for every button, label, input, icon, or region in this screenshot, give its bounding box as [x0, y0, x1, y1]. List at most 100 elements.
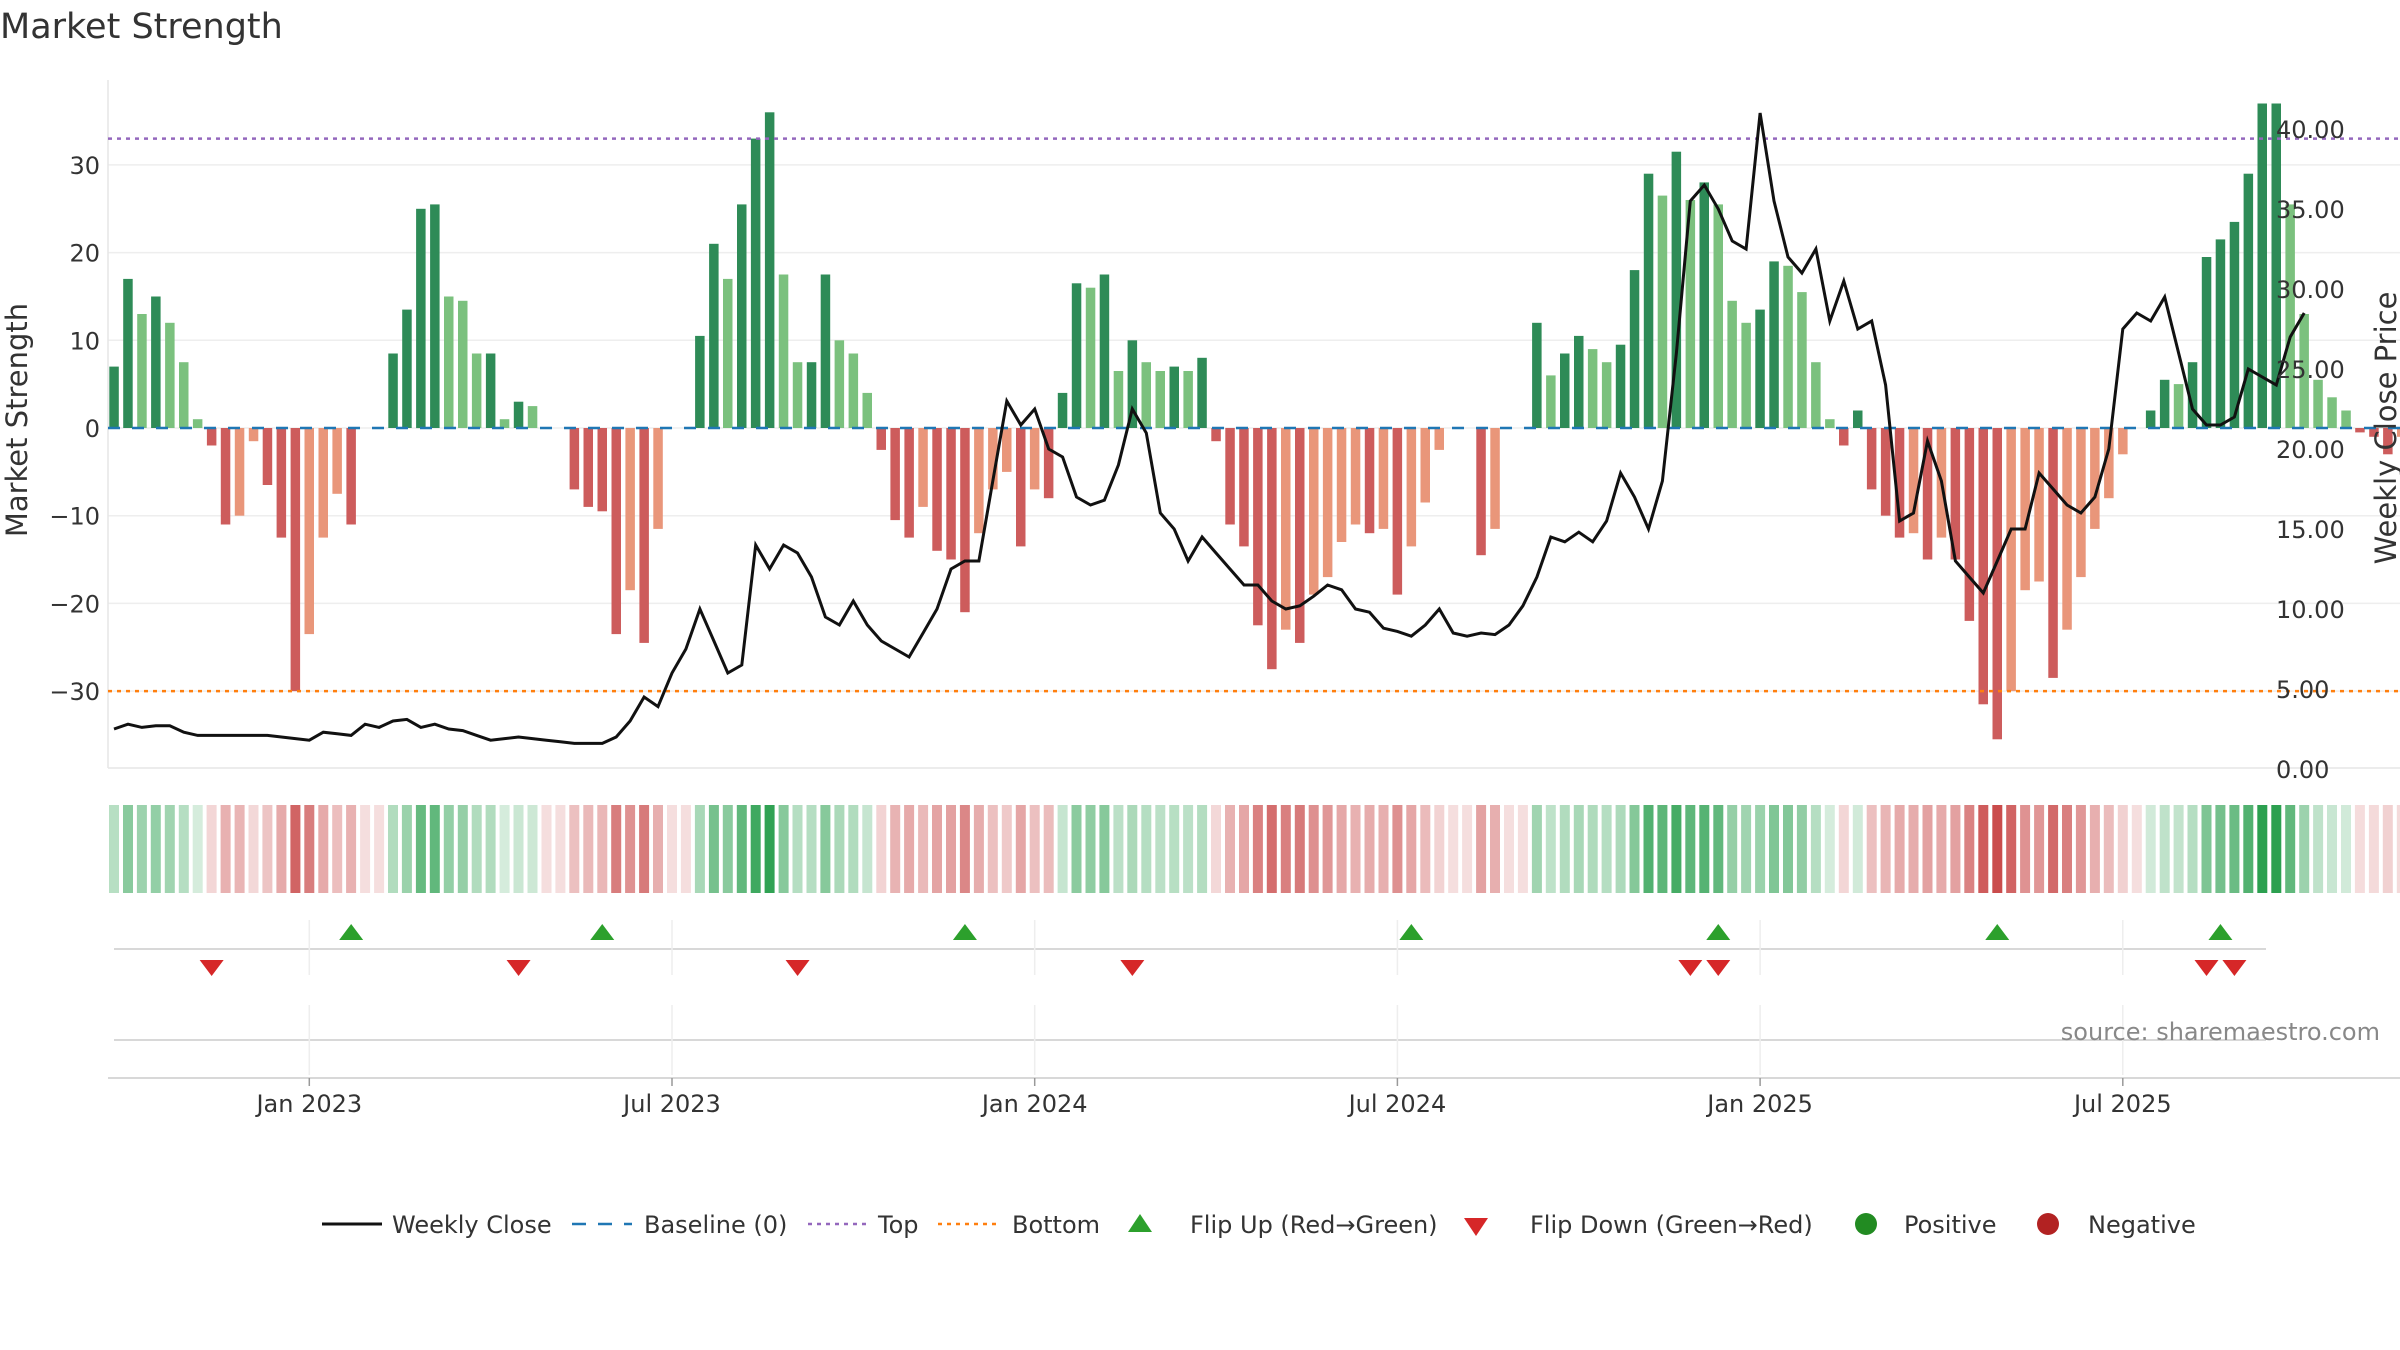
strength-bar-44: [723, 278, 733, 428]
strip-cell-14: [304, 805, 315, 893]
strip-cell-111: [1657, 805, 1668, 893]
strip-cell-44: [722, 805, 733, 893]
strip-cell-136: [2006, 805, 2017, 893]
strength-bar-92: [1392, 428, 1403, 595]
strength-heat-strip: [109, 805, 2400, 893]
x-tick-label-3: Jul 2024: [1347, 1090, 1447, 1118]
strip-cell-123: [1824, 805, 1835, 893]
weekly-close-line: [113, 112, 2306, 745]
strength-bar-54: [862, 392, 872, 428]
strip-cell-73: [1127, 805, 1138, 893]
strip-cell-45: [736, 805, 747, 893]
strip-cell-137: [2020, 805, 2031, 893]
strength-bar-36: [611, 428, 621, 635]
strength-bar-66: [1029, 428, 1040, 490]
left-y-ticks: 30 20 10 0 −10 −20 −30: [49, 152, 100, 706]
strip-cell-161: [2354, 805, 2365, 893]
flip-down-marker-4: [1678, 960, 1703, 976]
flip-down-marker-0: [199, 960, 224, 976]
strip-cell-124: [1838, 805, 1849, 893]
legend-label-6: Positive: [1904, 1211, 1997, 1239]
strength-bar-1: [123, 278, 133, 428]
strength-bar-158: [2313, 379, 2323, 428]
strength-bar-123: [1825, 419, 1835, 428]
strength-bar-94: [1420, 428, 1430, 503]
flip-up-marker-6: [2208, 924, 2233, 940]
strength-bar-87: [1322, 428, 1333, 578]
strip-cell-60: [946, 805, 956, 893]
strength-bar-127: [1880, 428, 1891, 516]
strip-cell-158: [2313, 805, 2324, 893]
strength-bar-24: [444, 296, 454, 428]
strip-cell-79: [1211, 805, 1221, 893]
strip-cell-159: [2327, 805, 2337, 893]
strength-bar-143: [2104, 428, 2114, 499]
strip-cell-3: [150, 805, 161, 893]
strength-bar-82: [1253, 428, 1263, 626]
strength-bar-116: [1727, 300, 1737, 428]
strip-cell-48: [778, 805, 789, 893]
strength-bar-90: [1364, 428, 1375, 534]
strength-bar-53: [848, 353, 859, 428]
flip-up-marker-1: [590, 924, 615, 940]
strip-cell-51: [820, 805, 831, 893]
strength-bar-25: [458, 300, 468, 428]
strip-cell-21: [401, 805, 412, 893]
strength-bar-7: [206, 428, 217, 446]
strength-bar-156: [2285, 204, 2295, 428]
strength-bar-138: [2034, 428, 2044, 582]
strength-bar-157: [2299, 314, 2309, 428]
strength-bar-9: [234, 428, 245, 516]
strength-bar-30: [527, 406, 538, 428]
strength-bar-0: [109, 366, 119, 428]
strip-cell-64: [1001, 805, 1012, 893]
strength-bar-71: [1099, 274, 1110, 428]
strip-cell-100: [1504, 805, 1514, 893]
strip-cell-92: [1392, 805, 1403, 893]
legend-label-7: Negative: [2088, 1211, 2196, 1239]
strip-cell-63: [987, 805, 998, 893]
strength-bar-108: [1615, 344, 1626, 428]
flip-markers-panel: [114, 920, 2266, 1075]
strength-bar-13: [290, 428, 301, 692]
strip-cell-57: [904, 805, 915, 893]
strip-cell-91: [1378, 805, 1389, 893]
strip-cell-72: [1113, 805, 1124, 893]
y-axis-label: Market Strength: [0, 303, 34, 537]
strip-cell-61: [959, 805, 970, 893]
strip-cell-147: [2159, 805, 2170, 893]
strength-bar-34: [583, 428, 593, 507]
strip-cell-109: [1629, 805, 1640, 893]
strip-cell-93: [1406, 805, 1417, 893]
strip-cell-112: [1671, 805, 1682, 893]
y2-tick-label-1: 35.00: [2276, 196, 2345, 224]
strength-bar-10: [248, 428, 259, 442]
legend-swatch-6: [1855, 1213, 1877, 1235]
strip-cell-50: [806, 805, 817, 893]
strength-bar-14: [304, 428, 314, 635]
strength-bar-102: [1532, 322, 1542, 428]
strip-cell-42: [694, 805, 705, 893]
strength-bar-146: [2145, 410, 2156, 428]
strip-cell-95: [1434, 805, 1445, 893]
strength-bar-120: [1783, 265, 1793, 428]
strength-bar-91: [1378, 428, 1389, 529]
strip-cell-132: [1950, 805, 1961, 893]
strip-cell-110: [1643, 805, 1654, 893]
flip-down-marker-2: [785, 960, 810, 976]
flip-up-marker-2: [952, 924, 977, 940]
strength-bar-78: [1197, 357, 1207, 428]
y2-tick-label-5: 15.00: [2276, 516, 2345, 544]
strength-bar-52: [834, 340, 845, 428]
strength-bar-2: [137, 314, 147, 428]
strength-bar-17: [346, 428, 356, 525]
legend: Weekly Close Baseline (0) Top Bottom Flip Up…: [322, 1211, 2196, 1239]
strength-bar-122: [1811, 362, 1821, 428]
strength-bar-62: [974, 428, 984, 534]
strip-cell-35: [597, 805, 608, 893]
strength-bar-45: [737, 204, 747, 428]
x-tick-label-0: Jan 2023: [254, 1090, 362, 1118]
strip-cell-13: [290, 805, 301, 893]
strip-cell-151: [2215, 805, 2226, 893]
